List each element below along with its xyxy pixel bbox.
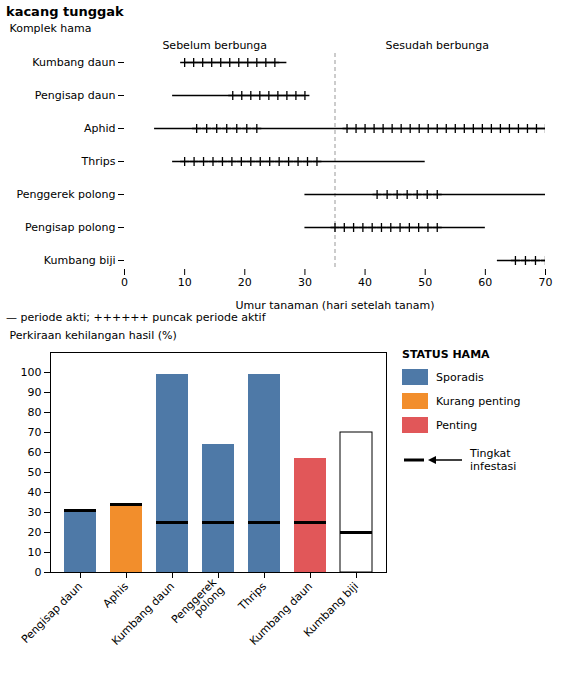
svg-text:Pengisap daun: Pengisap daun [19, 580, 85, 646]
html-text:kacang tunggak: kacang tunggak [6, 4, 124, 19]
svg-text:Aphis: Aphis [101, 580, 132, 611]
svg-text:Umur tanaman (hari setelah tan: Umur tanaman (hari setelah tanam) [235, 299, 434, 312]
svg-text:40: 40 [28, 486, 42, 499]
svg-text:100: 100 [21, 366, 42, 379]
svg-text:30: 30 [28, 506, 42, 519]
svg-text:0: 0 [35, 566, 42, 579]
html-text:Tingkat infestasi: Tingkat infestasi [470, 447, 517, 473]
svg-text:Kumbang daun: Kumbang daun [247, 580, 315, 648]
html-text:— periode akti; ++++++ puncak: — periode akti; ++++++ puncak periode ak… [6, 311, 266, 324]
svg-text:0: 0 [121, 276, 128, 289]
svg-text:Kumbang biji: Kumbang biji [301, 580, 361, 640]
svg-text:Kumbang daun: Kumbang daun [32, 56, 115, 69]
svg-text:Komplek hama: Komplek hama [10, 22, 92, 35]
html-text:STATUS HAMA: STATUS HAMA [402, 348, 490, 361]
html-text:Kurang penting: Kurang penting [436, 394, 521, 408]
svg-text:30: 30 [298, 276, 312, 289]
svg-text:Aphid: Aphid [84, 122, 116, 135]
svg-text:20: 20 [238, 276, 252, 289]
svg-text:Sesudah berbunga: Sesudah berbunga [385, 39, 489, 52]
svg-text:10: 10 [28, 546, 42, 559]
svg-text:60: 60 [28, 446, 42, 459]
svg-text:Kumbang daun: Kumbang daun [109, 580, 177, 648]
svg-text:40: 40 [358, 276, 372, 289]
svg-text:50: 50 [418, 276, 432, 289]
svg-text:70: 70 [539, 276, 553, 289]
svg-text:Kumbang biji: Kumbang biji [44, 254, 116, 267]
svg-text:Penggerekpolong: Penggerekpolong [169, 575, 228, 634]
svg-text:60: 60 [478, 276, 492, 289]
svg-text:Pengisap polong: Pengisap polong [25, 221, 115, 234]
svg-text:50: 50 [28, 466, 42, 479]
svg-text:Pengisap daun: Pengisap daun [35, 89, 116, 102]
svg-text:Thrips: Thrips [81, 155, 116, 168]
html-text:Sporadis: Sporadis [436, 370, 484, 384]
svg-text:70: 70 [28, 426, 42, 439]
svg-text:20: 20 [28, 526, 42, 539]
svg-text:Sebelum berbunga: Sebelum berbunga [162, 39, 267, 52]
svg-text:90: 90 [28, 386, 42, 399]
svg-text:10: 10 [178, 276, 192, 289]
svg-text:Thrips: Thrips [235, 580, 269, 614]
svg-text:Penggerek polong: Penggerek polong [16, 188, 115, 201]
html-text:Penting: Penting [436, 418, 478, 432]
svg-text:80: 80 [28, 406, 42, 419]
svg-text:Perkiraan kehilangan hasil (%): Perkiraan kehilangan hasil (%) [10, 329, 177, 342]
